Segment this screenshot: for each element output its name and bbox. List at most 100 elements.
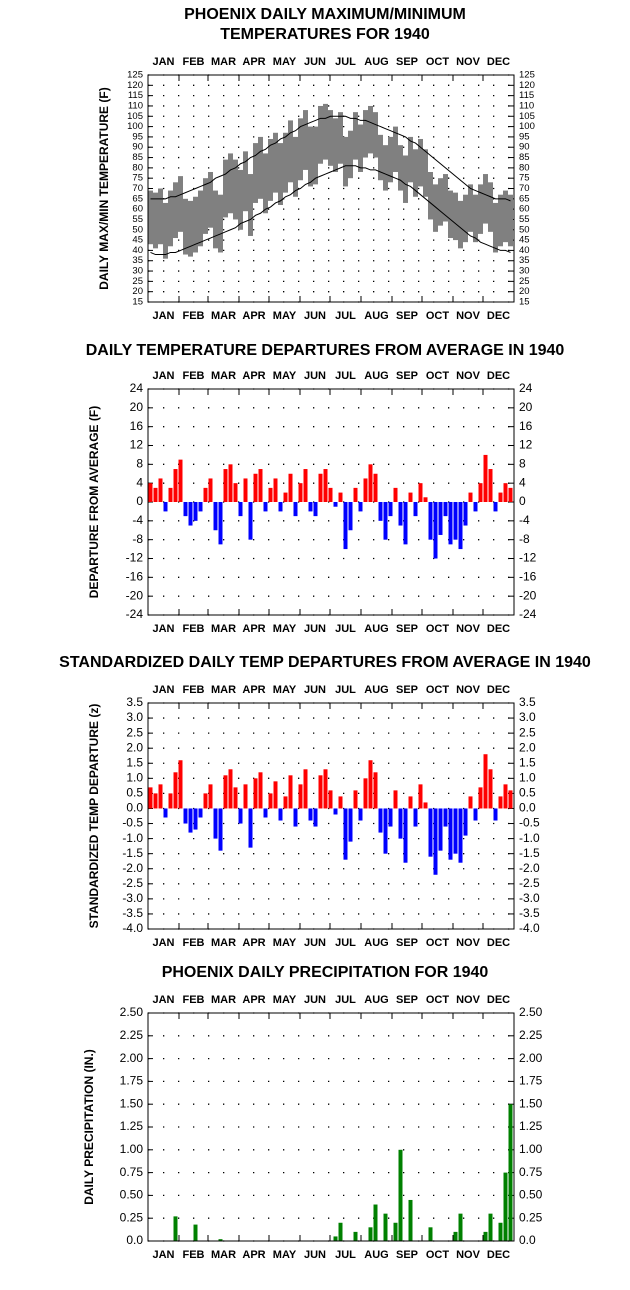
y-tick-label: 110 — [128, 100, 143, 111]
bar — [458, 1213, 463, 1241]
bar — [383, 1213, 388, 1241]
bar — [488, 1213, 493, 1241]
month-label-bottom: FEB — [183, 623, 205, 635]
bar — [148, 483, 153, 502]
month-label-bottom: MAY — [273, 310, 297, 322]
y-tick-label-right: -2.5 — [519, 876, 540, 890]
y-tick-label-right: -4 — [519, 513, 530, 527]
y-tick-label-right: 125 — [519, 70, 535, 81]
bar — [368, 464, 373, 502]
month-label-top: MAY — [273, 370, 297, 382]
month-label-top: JUN — [304, 684, 326, 696]
bar — [348, 502, 353, 531]
bar — [183, 502, 188, 517]
month-label-top: MAY — [273, 994, 297, 1006]
bar — [488, 469, 493, 502]
y-tick-label: 0.0 — [126, 801, 143, 815]
month-label-top: FEB — [183, 994, 205, 1006]
bar — [163, 808, 168, 818]
bar — [318, 775, 323, 809]
month-label-bottom: OCT — [426, 937, 450, 949]
bar — [163, 502, 168, 512]
month-label-bottom: FEB — [183, 310, 205, 322]
temp-range — [288, 120, 293, 183]
bar — [278, 502, 283, 512]
bar — [478, 483, 483, 502]
y-tick-label: 95 — [132, 131, 143, 142]
temp-range — [318, 105, 323, 164]
bar — [493, 502, 498, 512]
y-tick-label: 1.00 — [120, 1142, 144, 1156]
bar — [383, 502, 388, 540]
y-tick-label: 4 — [136, 475, 143, 489]
plot-frame — [147, 388, 515, 616]
y-tick-label-right: 85 — [519, 152, 530, 163]
y-tick-label-right: 1.00 — [519, 1142, 543, 1156]
bar — [283, 796, 288, 809]
y-tick-label-right: 0.5 — [519, 786, 536, 800]
temp-range — [503, 190, 508, 243]
bar — [423, 802, 428, 809]
temp-range — [178, 176, 183, 232]
bar — [253, 473, 258, 502]
bar — [493, 808, 498, 821]
month-label-top: MAY — [273, 56, 297, 68]
bar — [503, 1172, 508, 1241]
y-tick-label-right: 0.75 — [519, 1165, 543, 1179]
bar — [258, 772, 263, 809]
y-tick-label: 100 — [127, 121, 143, 132]
temp-range — [448, 190, 453, 239]
temp-range — [208, 171, 213, 228]
y-tick-label: 8 — [136, 457, 143, 471]
month-label-bottom: AUG — [364, 937, 388, 949]
temp-range — [468, 184, 473, 232]
y-tick-label-right: 45 — [519, 235, 530, 246]
y-tick-label-right: 35 — [519, 255, 530, 266]
bar — [428, 502, 433, 540]
y-tick-label: 35 — [132, 255, 143, 266]
month-label-bottom: OCT — [426, 310, 450, 322]
bar — [463, 808, 468, 836]
month-label-top: APR — [242, 370, 265, 382]
bar — [263, 808, 268, 818]
y-tick-label-right: 0.0 — [519, 1233, 536, 1247]
y-tick-label-right: 2.50 — [519, 1005, 543, 1019]
temp-range — [343, 136, 348, 187]
bar — [323, 769, 328, 809]
temp-range — [303, 110, 308, 170]
bar — [243, 478, 248, 502]
bar — [323, 469, 328, 502]
temp-range — [273, 132, 278, 193]
bar — [418, 483, 423, 502]
chart-title: STANDARDIZED DAILY TEMP DEPARTURES FROM … — [59, 654, 591, 671]
bar — [418, 784, 423, 809]
y-tick-label-right: 3.5 — [519, 695, 536, 709]
plot-frame — [147, 702, 515, 930]
bar — [463, 502, 468, 526]
month-label-top: SEP — [396, 684, 418, 696]
month-label-top: JUL — [335, 994, 356, 1006]
temp-range — [323, 103, 328, 160]
month-label-bottom: NOV — [456, 937, 481, 949]
y-tick-label: -2.5 — [122, 876, 143, 890]
bar — [473, 808, 478, 821]
month-label-bottom: JUL — [335, 1249, 356, 1261]
temp-range — [453, 192, 458, 241]
bar — [413, 502, 418, 517]
y-tick-label: 12 — [130, 438, 144, 452]
month-label-bottom: APR — [242, 937, 265, 949]
bar — [278, 808, 283, 821]
y-tick-label-right: -24 — [519, 607, 537, 621]
temp-range — [153, 192, 158, 249]
normal-low-line — [150, 165, 511, 256]
temp-range — [423, 149, 428, 197]
y-tick-label-right: 30 — [519, 266, 530, 277]
month-label-top: FEB — [183, 56, 205, 68]
y-tick-label: 120 — [127, 80, 143, 91]
y-tick-label: 70 — [132, 183, 143, 194]
month-label-top: JUL — [335, 684, 356, 696]
bar — [218, 1239, 223, 1241]
y-tick-label: -3.5 — [122, 906, 143, 920]
